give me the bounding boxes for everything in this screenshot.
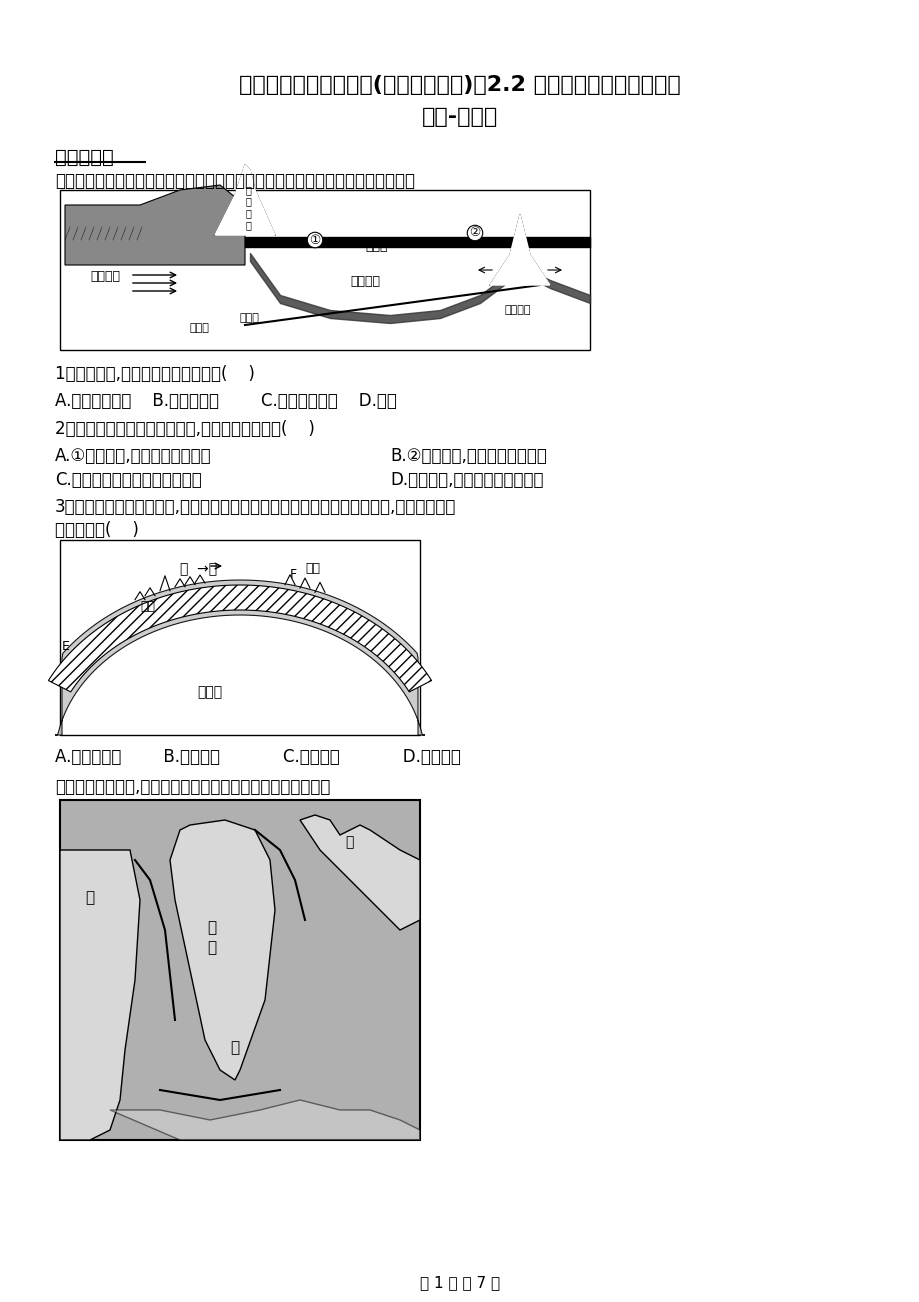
Text: B.②处为海沟,是大洋板块诞生处: B.②处为海沟,是大洋板块诞生处 bbox=[390, 447, 546, 465]
Text: A.印度洋板块        B.亚欧板块            C.非洲板块            D.美洲板块: A.印度洋板块 B.亚欧板块 C.非洲板块 D.美洲板块 bbox=[55, 749, 460, 766]
Text: 甲: 甲 bbox=[85, 891, 94, 905]
Text: 第 1 页 共 7 页: 第 1 页 共 7 页 bbox=[419, 1275, 500, 1290]
Polygon shape bbox=[65, 185, 244, 266]
Text: 习题-附答案: 习题-附答案 bbox=[422, 107, 497, 128]
Text: 1．下列地区,因板块碰撞而形成的是(    ): 1．下列地区,因板块碰撞而形成的是( ) bbox=[55, 365, 255, 383]
Text: 地震带: 地震带 bbox=[240, 312, 259, 323]
Polygon shape bbox=[110, 1100, 420, 1141]
Polygon shape bbox=[55, 579, 425, 736]
Text: A.马里亚纳海沟    B.东非大裂谷        C.大西洋的洋脊    D.红海: A.马里亚纳海沟 B.东非大裂谷 C.大西洋的洋脊 D.红海 bbox=[55, 392, 396, 410]
Text: 最有可能为(    ): 最有可能为( ) bbox=[55, 521, 139, 539]
Text: 俯冲带: 俯冲带 bbox=[190, 323, 210, 333]
Polygon shape bbox=[170, 820, 275, 1079]
Text: E: E bbox=[62, 641, 70, 654]
Text: D.洋脊位置,属于板块的张裂边界: D.洋脊位置,属于板块的张裂边界 bbox=[390, 471, 543, 490]
Text: 板块构造学说可以帮助我们认识地球环境、解释地球运动的机理。完成下面小题。: 板块构造学说可以帮助我们认识地球环境、解释地球运动的机理。完成下面小题。 bbox=[55, 172, 414, 190]
Text: ①: ① bbox=[309, 233, 321, 246]
Text: 非: 非 bbox=[207, 921, 216, 935]
Text: ②: ② bbox=[469, 227, 480, 240]
Text: 大陆板块: 大陆板块 bbox=[90, 270, 119, 283]
Text: 鲁教版高二上学期地理(选择性必修一)《2.2 地形变化的动力》同步练: 鲁教版高二上学期地理(选择性必修一)《2.2 地形变化的动力》同步练 bbox=[239, 76, 680, 95]
Polygon shape bbox=[215, 165, 275, 234]
Text: 海水: 海水 bbox=[305, 562, 320, 575]
Text: 3．读板块构造剖面示意图,若该剖面图是根据地球实际情形进行的大致描绘,则图中甲板块: 3．读板块构造剖面示意图,若该剖面图是根据地球实际情形进行的大致描绘,则图中甲板… bbox=[55, 497, 456, 516]
Text: 甲  →东: 甲 →东 bbox=[180, 562, 217, 575]
Polygon shape bbox=[49, 585, 431, 691]
Text: 丙: 丙 bbox=[230, 1040, 239, 1055]
Polygon shape bbox=[490, 215, 550, 285]
Text: A.①处为洋脊,是大洋板块消亡处: A.①处为洋脊,是大洋板块消亡处 bbox=[55, 447, 211, 465]
Text: 下图为世界局部图,甲、乙、丙均为板块边界。完成下面小题。: 下图为世界局部图,甲、乙、丙均为板块边界。完成下面小题。 bbox=[55, 779, 330, 796]
Text: 乙: 乙 bbox=[345, 835, 353, 849]
Text: 大洋板块: 大洋板块 bbox=[349, 275, 380, 288]
Polygon shape bbox=[60, 850, 140, 1141]
Text: 一、单选题: 一、单选题 bbox=[55, 148, 114, 167]
Text: 岩浆上升: 岩浆上升 bbox=[505, 305, 531, 315]
Bar bbox=[60, 540, 420, 736]
Text: F: F bbox=[289, 568, 297, 581]
Text: C.海沟处的海底岩石比洋脊年轻: C.海沟处的海底岩石比洋脊年轻 bbox=[55, 471, 201, 490]
Text: 海平面: 海平面 bbox=[365, 240, 387, 253]
Polygon shape bbox=[300, 815, 420, 930]
Bar bbox=[60, 190, 589, 350]
Text: 2．关于该板块俯冲示意图下图,以下说法正确的是(    ): 2．关于该板块俯冲示意图下图,以下说法正确的是( ) bbox=[55, 421, 314, 437]
Bar bbox=[60, 799, 420, 1141]
Text: 软流层: 软流层 bbox=[198, 685, 222, 699]
Text: 洲: 洲 bbox=[207, 940, 216, 954]
Text: 岩
浆
上
升: 岩 浆 上 升 bbox=[244, 185, 251, 229]
Text: 岩石: 岩石 bbox=[140, 600, 154, 613]
